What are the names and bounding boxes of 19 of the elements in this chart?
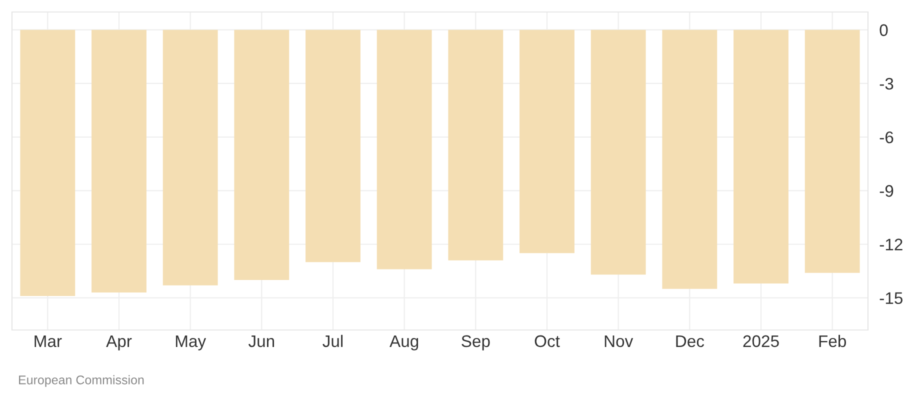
y-tick-label: -3 (880, 78, 894, 90)
x-tick-label: Apr (106, 335, 132, 350)
y-tick-label: -6 (880, 131, 894, 144)
x-tick-label: Oct (534, 335, 560, 348)
x-tick-label: 2025 (743, 335, 779, 348)
x-tick-label: Mar (34, 335, 62, 348)
x-tick-label: Nov (604, 335, 634, 348)
x-tick-label: Feb (819, 334, 846, 348)
x-tick-label: May (176, 335, 206, 350)
y-tick-label: 0 (880, 24, 888, 36)
text: European Commission (19, 375, 144, 387)
y-tick-label: -15 (880, 292, 902, 304)
x-tick-label: Dec (676, 335, 704, 348)
x-tick-label: Jun (248, 335, 274, 348)
y-tick-label: -12 (880, 238, 902, 250)
x-tick-label: Sep (462, 335, 490, 350)
x-tick-label: Aug (390, 335, 418, 350)
x-tick-label: Jul (322, 334, 343, 348)
y-tick-label: -9 (880, 185, 894, 197)
